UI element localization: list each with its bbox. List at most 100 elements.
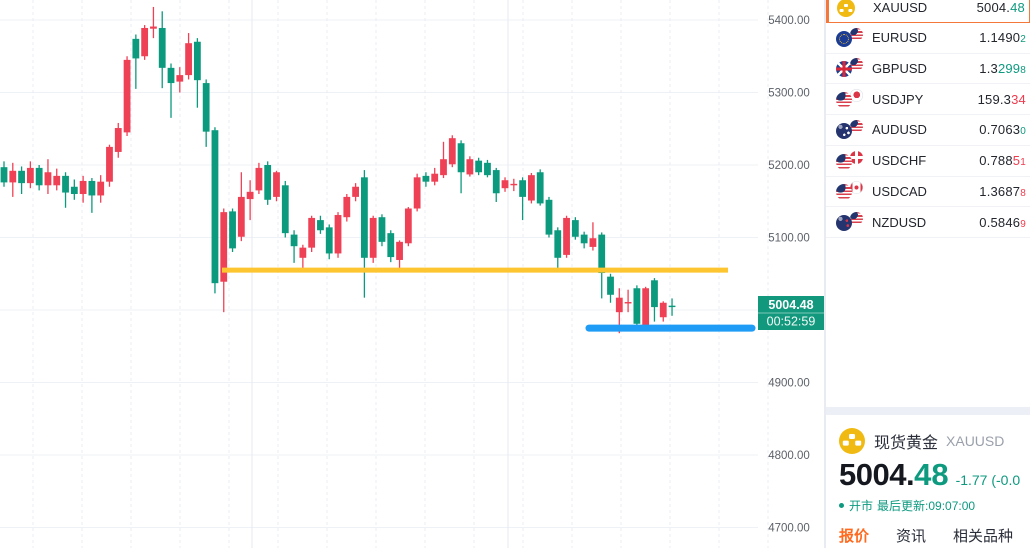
candle <box>369 215 377 263</box>
candle <box>132 34 140 89</box>
candle <box>237 172 245 242</box>
watchlist-row-usdcad[interactable]: USDCAD 1.36878 <box>826 176 1030 208</box>
candle <box>563 215 570 258</box>
candle <box>457 140 465 194</box>
pair-symbol: NZDUSD <box>872 214 927 230</box>
candle <box>510 178 518 192</box>
pair-price: 0.70630 <box>979 122 1026 138</box>
watchlist-row-eurusd[interactable]: EURUSD 1.14902 <box>826 22 1030 54</box>
flag-uk-icon <box>836 61 852 78</box>
candle <box>466 156 474 177</box>
watchlist-row-gbpusd[interactable]: GBPUSD 1.32998 <box>826 53 1030 85</box>
candle <box>44 159 52 194</box>
candle <box>88 178 96 213</box>
candle <box>193 38 201 108</box>
candle <box>123 56 131 136</box>
candle <box>404 207 412 247</box>
quote-change: -1.77 (-0.0 <box>955 472 1021 488</box>
candle <box>317 215 324 234</box>
pair-symbol: XAUUSD <box>873 0 928 15</box>
grid-horizontal <box>0 19 758 528</box>
watchlist-row-usdjpy[interactable]: USDJPY 159.334 <box>826 84 1030 115</box>
instrument-symbol: XAUUSD <box>946 433 1005 449</box>
candle <box>114 122 122 158</box>
tab-资讯[interactable]: 资讯 <box>896 528 927 545</box>
pair-symbol: AUDUSD <box>872 122 927 138</box>
flag-us-icon <box>850 58 863 72</box>
price-tag-countdown: 00:52:59 <box>767 315 816 329</box>
candlestick-chart[interactable]: 5400.005300.005200.005100.005000.004900.… <box>0 0 824 548</box>
market-open-dot-icon <box>839 503 844 508</box>
watchlist-row-nzdusd[interactable]: NZDUSD 0.58469 <box>826 207 1030 238</box>
candle <box>343 194 351 222</box>
candle <box>141 25 149 60</box>
candle <box>651 278 658 322</box>
candle <box>273 170 280 202</box>
gold-icon <box>837 0 855 18</box>
price-tick-label: 5300.00 <box>768 88 810 100</box>
candle <box>422 172 430 187</box>
price-tick-label: 4800.00 <box>768 450 810 462</box>
candle <box>202 79 210 147</box>
price-axis[interactable]: 5400.005300.005200.005100.005000.004900.… <box>768 15 810 535</box>
candle <box>9 162 17 197</box>
candle <box>106 144 113 187</box>
price-tag: 5004.48 00:52:59 <box>758 296 824 330</box>
flag-us-icon <box>836 184 852 201</box>
watchlist-row-usdchf[interactable]: USDCHF 0.78851 <box>826 145 1030 177</box>
quote-price-main: 5004. <box>839 457 915 492</box>
tab-报价[interactable]: 报价 <box>839 528 870 545</box>
flag-au-icon <box>836 122 852 139</box>
instrument-title: 现货黄金 <box>874 435 939 452</box>
candle <box>475 157 483 176</box>
price-tick-label: 5200.00 <box>768 160 810 172</box>
candle <box>299 244 307 268</box>
candle <box>545 196 553 238</box>
candle <box>528 172 535 204</box>
chart-canvas[interactable]: 5400.005300.005200.005100.005000.004900.… <box>0 0 824 548</box>
candle <box>431 167 439 186</box>
pair-price: 0.78851 <box>979 153 1026 169</box>
candle <box>501 177 509 192</box>
candle <box>308 215 316 252</box>
flag-nz-icon <box>836 215 852 232</box>
candle <box>167 63 175 118</box>
candle <box>387 230 395 263</box>
market-status: 开市 <box>849 499 874 513</box>
pair-symbol: GBPUSD <box>872 60 927 76</box>
pair-symbol: USDCAD <box>872 183 927 199</box>
candle <box>440 141 447 179</box>
candle <box>378 214 386 247</box>
panel-gap <box>826 407 1030 415</box>
candle <box>229 208 236 252</box>
pair-symbol: USDCHF <box>872 153 927 169</box>
pair-price: 159.334 <box>977 91 1026 107</box>
flag-us-icon <box>850 212 863 226</box>
watchlist-panel: XAUUSD 5004.48 EURUSD 1.14902 GBPUSD 1.32998 U… <box>826 0 1030 407</box>
watchlist-row-xauusd[interactable]: XAUUSD 5004.48 <box>826 0 1030 23</box>
currency-pair-flags-icon <box>836 150 864 171</box>
candle <box>413 173 421 212</box>
tab-相关品种[interactable]: 相关品种 <box>953 528 1014 545</box>
candle <box>642 286 650 329</box>
candle <box>589 222 597 251</box>
flag-ca-icon <box>850 181 863 195</box>
candle <box>26 161 34 189</box>
candle <box>220 208 228 313</box>
candle <box>334 212 342 258</box>
currency-pair-flags-icon <box>836 212 864 232</box>
currency-pair-flags-icon <box>836 89 864 109</box>
candle <box>290 230 298 263</box>
candlesticks <box>0 6 676 334</box>
candle <box>659 301 667 322</box>
candle <box>448 135 456 168</box>
watchlist-row-audusd[interactable]: AUDUSD 0.70630 <box>826 115 1030 146</box>
candle <box>35 165 43 191</box>
flag-us-icon <box>836 153 852 170</box>
grid-vertical <box>32 0 769 548</box>
price-tick-label: 5100.00 <box>768 233 810 245</box>
gold-coin-icon <box>839 428 865 454</box>
pair-symbol: USDJPY <box>872 91 924 107</box>
candle <box>211 127 219 294</box>
